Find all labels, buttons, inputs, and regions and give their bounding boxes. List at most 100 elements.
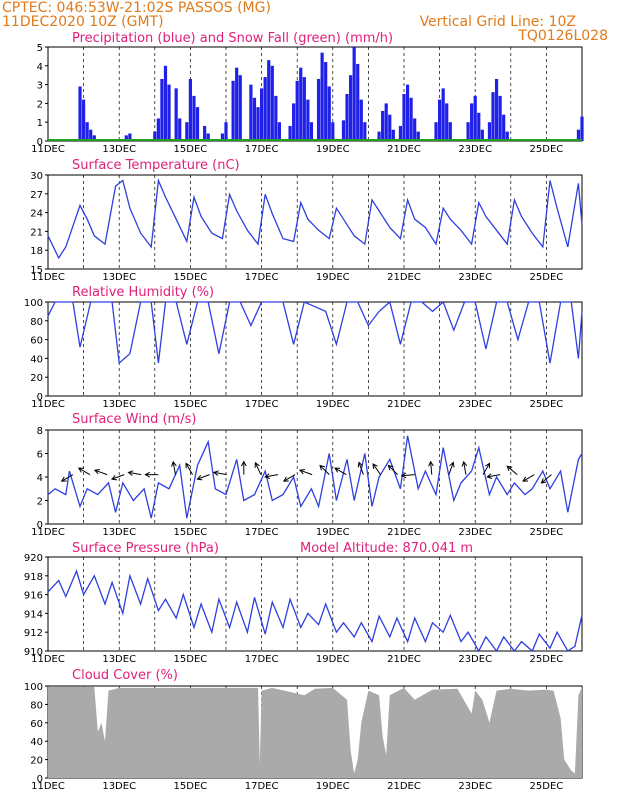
- pressure-ytick-label: 920: [24, 553, 43, 564]
- precip-bar: [295, 80, 299, 141]
- precip-ytick-label: 2: [37, 99, 43, 110]
- precip-xtick-label: 11DEC: [31, 144, 65, 155]
- precip-bar: [252, 97, 257, 141]
- temperature-xtick-label: 17DEC: [245, 272, 279, 283]
- precip-bar: [441, 88, 445, 141]
- temperature-ytick-label: 24: [30, 209, 43, 220]
- wind-arrowhead: [400, 472, 407, 479]
- precip-xtick-label: 17DEC: [245, 144, 279, 155]
- precip-bar: [267, 60, 271, 141]
- wind-arrowhead: [77, 467, 84, 473]
- pressure-series-line: [47, 569, 583, 653]
- precip-bar: [345, 94, 349, 141]
- precip-bar: [81, 99, 86, 141]
- wind-arrow: [448, 462, 454, 475]
- temperature-ytick-label: 27: [30, 190, 43, 201]
- humidity-ytick-label: 20: [30, 373, 43, 384]
- cloud-xtick-label: 23DEC: [458, 781, 492, 792]
- station-header: CPTEC: 046:53W-21:02S PASSOS (MG): [2, 0, 271, 16]
- precip-bar: [377, 131, 381, 141]
- precip-bar: [448, 122, 452, 141]
- precip-bar: [174, 88, 178, 141]
- wind-ytick-label: 8: [37, 426, 43, 437]
- wind-frame: [47, 429, 583, 525]
- model-altitude: Model Altitude: 870.041 m: [300, 541, 473, 556]
- precip-xtick-label: 15DEC: [174, 144, 208, 155]
- precip-xtick-label: 21DEC: [387, 144, 421, 155]
- wind-arrowhead: [461, 460, 468, 467]
- precip-bar: [167, 84, 171, 141]
- pressure-xtick-label: 13DEC: [102, 654, 136, 665]
- wind-arrowhead: [196, 475, 203, 481]
- wind-arrowhead: [334, 467, 341, 473]
- wind-arrowhead: [486, 473, 493, 479]
- cloud-xtick-label: 21DEC: [387, 781, 421, 792]
- cloud-ytick-label: 100: [24, 682, 43, 693]
- pressure-xtick-label: 17DEC: [245, 654, 279, 665]
- humidity-xtick-label: 25DEC: [530, 399, 564, 410]
- temperature-ytick-label: 18: [30, 246, 43, 257]
- precip-bar: [224, 122, 228, 141]
- precip-bar: [270, 65, 274, 141]
- wind-arrow: [94, 469, 108, 476]
- humidity-xtick-label: 19DEC: [316, 399, 350, 410]
- wind-arrowhead: [387, 464, 394, 471]
- wind-arrow: [61, 474, 74, 482]
- humidity-xtick-label: 17DEC: [245, 399, 279, 410]
- wind-arrow: [506, 465, 518, 476]
- pressure-frame: [47, 556, 583, 652]
- wind-arrowhead: [506, 465, 513, 472]
- cloud-title: Cloud Cover (%): [72, 668, 178, 683]
- temperature-xtick-label: 19DEC: [316, 272, 350, 283]
- wind-xtick-label: 15DEC: [174, 527, 208, 538]
- precip-bar: [92, 135, 96, 141]
- precip-bar: [188, 78, 193, 141]
- precip-bar: [78, 86, 82, 141]
- wind-arrow: [319, 465, 330, 476]
- wind-arrow: [358, 462, 364, 475]
- temperature-xtick-label: 13DEC: [102, 272, 136, 283]
- wind-arrowhead: [240, 460, 247, 467]
- precip-bar: [203, 125, 207, 141]
- precip-bar: [341, 120, 346, 141]
- humidity-ytick-label: 40: [30, 354, 43, 365]
- precip-bar: [402, 94, 406, 141]
- wind-arrowhead: [319, 464, 325, 471]
- pressure-ytick-label: 916: [24, 591, 43, 602]
- precip-bar: [388, 114, 392, 141]
- cloud-xtick-label: 17DEC: [245, 781, 279, 792]
- humidity-frame: [47, 301, 583, 397]
- precip-bar: [413, 118, 417, 141]
- pressure-ytick-label: 912: [24, 628, 43, 639]
- wind-arrowhead: [171, 460, 177, 467]
- pressure-xtick-label: 25DEC: [530, 654, 564, 665]
- humidity-xtick-label: 15DEC: [174, 399, 208, 410]
- wind-arrowhead: [212, 470, 219, 476]
- precip-bar: [324, 62, 328, 141]
- precip-bar: [316, 78, 321, 141]
- pressure-xtick-label: 23DEC: [458, 654, 492, 665]
- wind-xtick-label: 17DEC: [245, 527, 279, 538]
- precip-title: Precipitation (blue) and Snow Fall (gree…: [72, 31, 393, 46]
- precip-bar: [160, 78, 164, 141]
- wind-arrow: [334, 467, 347, 476]
- pressure-ytick-label: 918: [24, 572, 43, 583]
- precip-bar: [89, 129, 93, 141]
- cloud-xtick-label: 15DEC: [174, 781, 208, 792]
- temperature-xtick-label: 23DEC: [458, 272, 492, 283]
- precip-bar: [256, 107, 260, 141]
- wind-arrowhead: [449, 461, 455, 468]
- precip-bar: [206, 133, 210, 141]
- precip-bar: [192, 95, 196, 141]
- precip-bar: [384, 103, 388, 141]
- precip-bar: [434, 122, 438, 141]
- cloud-xtick-label: 25DEC: [530, 781, 564, 792]
- precip-bar: [128, 133, 132, 141]
- wind-xtick-label: 23DEC: [458, 527, 492, 538]
- wind-arrow: [78, 467, 91, 476]
- precip-bar: [363, 122, 367, 141]
- wind-arrow: [111, 474, 125, 480]
- temperature-frame: [47, 174, 583, 270]
- precip-bar: [576, 129, 581, 141]
- wind-ytick-label: 4: [37, 473, 43, 484]
